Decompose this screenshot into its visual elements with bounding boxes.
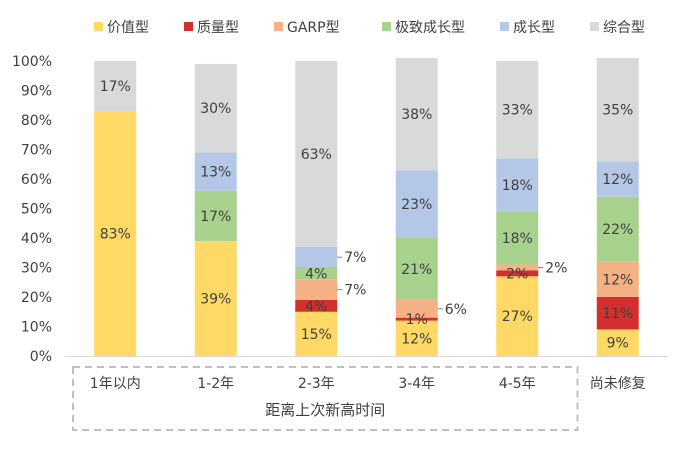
data-label: 4%: [305, 266, 327, 282]
data-label: 2%: [506, 266, 528, 282]
y-tick-label: 20%: [21, 290, 52, 306]
x-tick-label: 1年以内: [90, 376, 141, 392]
legend-label: 质量型: [197, 20, 239, 36]
legend-label: 极致成长型: [395, 20, 465, 36]
x-tick-label: 3-4年: [398, 376, 435, 392]
bar-segment: [194, 152, 237, 191]
bar-segment: [194, 190, 237, 241]
x-tick-label: 2-3年: [298, 376, 335, 392]
data-label: 12%: [401, 331, 432, 347]
bar-segment: [395, 320, 438, 356]
legend-swatch: [590, 22, 599, 31]
data-label: 15%: [301, 327, 332, 343]
data-label: 63%: [301, 147, 332, 163]
y-tick-label: 60%: [21, 172, 52, 188]
data-label: 17%: [100, 79, 131, 95]
bar-segment: [496, 211, 539, 265]
bar-segment: [395, 170, 438, 238]
legend-swatch: [184, 22, 193, 31]
y-tick-label: 40%: [21, 231, 52, 247]
data-label: 21%: [401, 262, 432, 278]
bar-segment: [496, 61, 539, 159]
bar-segment: [295, 267, 338, 280]
bar-segment: [395, 238, 438, 300]
bar-segment: [596, 161, 639, 197]
data-label: 33%: [502, 103, 533, 119]
legend-label: 成长型: [513, 20, 555, 36]
data-label: 12%: [602, 172, 633, 188]
data-label: 13%: [200, 165, 231, 181]
y-tick-label: 10%: [21, 320, 52, 336]
bar-segment: [496, 270, 539, 277]
data-label: 38%: [401, 107, 432, 123]
data-label: 39%: [200, 291, 231, 307]
y-tick-label: 30%: [21, 261, 52, 277]
data-label: 12%: [602, 272, 633, 288]
y-tick-label: 0%: [30, 349, 52, 365]
bar-segment: [295, 279, 338, 300]
legend-swatch: [500, 22, 509, 31]
legend-swatch: [94, 22, 103, 31]
data-label: 9%: [607, 336, 629, 352]
bar-segment: [496, 276, 539, 356]
data-label: 17%: [200, 209, 231, 225]
bar-segment: [194, 240, 237, 356]
bar-segment: [596, 329, 639, 356]
group-bracket: [72, 366, 579, 431]
data-label: 1%: [406, 312, 428, 328]
y-tick-label: 80%: [21, 113, 52, 129]
bar-segment: [194, 63, 237, 153]
data-label: 30%: [200, 101, 231, 117]
y-tick-label: 100%: [12, 54, 52, 70]
bar-segment: [496, 158, 539, 212]
legend-swatch: [382, 22, 391, 31]
data-label: 83%: [100, 227, 131, 243]
data-label: 23%: [401, 197, 432, 213]
x-tick-label: 1-2年: [197, 376, 234, 392]
data-label: 11%: [602, 306, 633, 322]
bar-segment: [94, 61, 137, 112]
bar-segment: [496, 264, 539, 271]
data-label: 2%: [545, 261, 567, 277]
legend-label: 综合型: [603, 20, 645, 36]
data-label: 18%: [502, 178, 533, 194]
y-tick-label: 90%: [21, 84, 52, 100]
data-label: 35%: [602, 103, 633, 119]
data-label: 7%: [344, 283, 366, 299]
bar-segment: [596, 196, 639, 262]
bar-segment: [295, 299, 338, 312]
data-label: 18%: [502, 231, 533, 247]
x-tick-label: 4-5年: [499, 376, 536, 392]
y-tick-label: 50%: [21, 202, 52, 218]
data-label: 7%: [344, 250, 366, 266]
legend-label: GARP型: [287, 20, 340, 36]
bar-segment: [395, 58, 438, 171]
y-tick-label: 70%: [21, 143, 52, 159]
data-label: 4%: [305, 299, 327, 315]
bar-segment: [395, 299, 438, 318]
data-label: 22%: [602, 222, 633, 238]
bar-segment: [596, 297, 639, 330]
data-label: 27%: [502, 309, 533, 325]
bar-segment: [395, 317, 438, 321]
bar-segment: [295, 311, 338, 356]
bar-segment: [596, 58, 639, 162]
data-label: 6%: [445, 302, 467, 318]
group-label: 距离上次新高时间: [265, 401, 385, 419]
x-tick-label: 尚未修复: [590, 375, 646, 392]
legend-swatch: [274, 22, 283, 31]
bar-segment: [596, 261, 639, 297]
bar-segment: [94, 111, 137, 357]
bar-segment: [295, 61, 338, 247]
bar-segment: [295, 246, 338, 268]
legend-label: 价值型: [107, 20, 149, 36]
